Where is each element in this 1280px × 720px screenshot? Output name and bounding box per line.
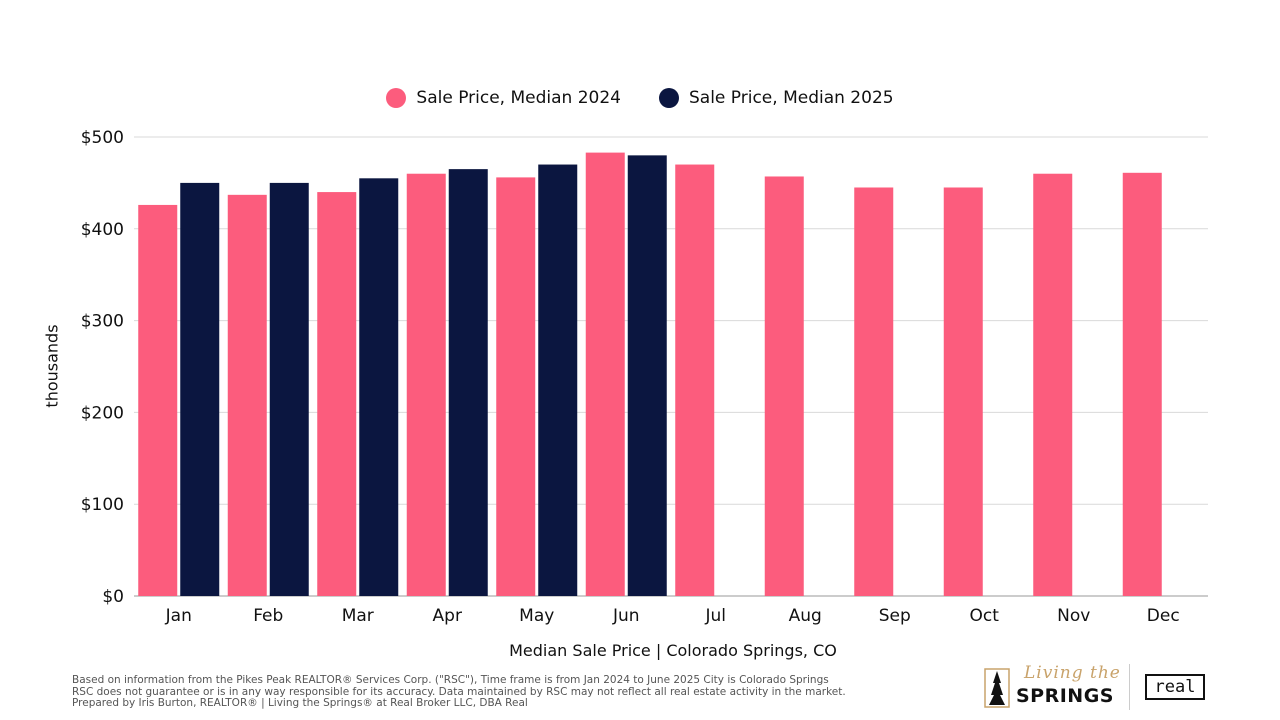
bar-2024-aug bbox=[764, 176, 804, 596]
bar-2024-may bbox=[496, 177, 536, 596]
source-footnote: Based on information from the Pikes Peak… bbox=[72, 674, 846, 710]
x-tick-label: Aug bbox=[789, 606, 822, 626]
x-tick-label: Apr bbox=[433, 606, 462, 626]
x-tick-label: Oct bbox=[970, 606, 1000, 626]
bar-2024-feb bbox=[227, 194, 267, 597]
bar-2024-apr bbox=[406, 173, 446, 596]
x-tick-label: Feb bbox=[253, 606, 283, 626]
bar-2024-jan bbox=[138, 204, 178, 596]
real-logo: real bbox=[1145, 674, 1205, 700]
legend-item-2024: Sale Price, Median 2024 bbox=[386, 88, 621, 108]
chart-legend: Sale Price, Median 2024 Sale Price, Medi… bbox=[0, 88, 1280, 108]
footnote-line-2: RSC does not guarantee or is in any way … bbox=[72, 685, 846, 698]
bar-2024-mar bbox=[317, 192, 357, 596]
bar-2025-may bbox=[538, 164, 578, 597]
x-tick-label: Nov bbox=[1057, 606, 1090, 626]
y-tick-label: $100 bbox=[81, 495, 124, 515]
bar-2024-oct bbox=[943, 187, 983, 597]
footnote-line-1: Based on information from the Pikes Peak… bbox=[72, 674, 829, 686]
footnote-line-3: Prepared by Iris Burton, REALTOR® | Livi… bbox=[72, 697, 528, 709]
x-axis-title: Median Sale Price | Colorado Springs, CO bbox=[509, 641, 837, 660]
y-axis-label: thousands bbox=[42, 324, 62, 408]
bar-2024-sep bbox=[854, 187, 894, 597]
legend-item-2025: Sale Price, Median 2025 bbox=[659, 88, 894, 108]
legend-swatch-2024 bbox=[386, 88, 407, 108]
x-tick-label: Jan bbox=[165, 606, 192, 626]
logo-script-text: Living the bbox=[1024, 663, 1121, 683]
y-tick-label: $500 bbox=[81, 128, 124, 148]
bar-2025-jun bbox=[627, 155, 667, 597]
legend-label-2025: Sale Price, Median 2025 bbox=[689, 88, 894, 108]
bar-2025-jan bbox=[180, 182, 220, 596]
x-tick-label: Mar bbox=[342, 606, 374, 626]
bar-2024-dec bbox=[1122, 172, 1162, 596]
x-tick-label: May bbox=[519, 606, 554, 626]
logo-divider bbox=[1129, 664, 1130, 710]
pine-tree-icon bbox=[984, 668, 1010, 708]
x-tick-label: Sep bbox=[879, 606, 911, 626]
x-tick-label: Jun bbox=[612, 606, 640, 626]
bar-2025-apr bbox=[448, 169, 488, 596]
bar-2024-jun bbox=[585, 152, 625, 596]
bar-2025-feb bbox=[269, 182, 309, 596]
bar-2024-nov bbox=[1033, 173, 1073, 596]
bar-2025-mar bbox=[359, 178, 399, 596]
real-logo-text: real bbox=[1154, 677, 1196, 697]
x-tick-label: Dec bbox=[1147, 606, 1180, 626]
legend-label-2024: Sale Price, Median 2024 bbox=[416, 88, 621, 108]
legend-swatch-2025 bbox=[659, 88, 679, 108]
logo-springs-text: SPRINGS bbox=[1016, 685, 1114, 707]
x-tick-label: Jul bbox=[704, 606, 726, 626]
y-tick-label: $300 bbox=[81, 312, 124, 332]
living-the-springs-logo: Living the SPRINGS bbox=[982, 663, 1122, 711]
y-tick-label: $400 bbox=[81, 220, 124, 240]
y-tick-label: $0 bbox=[102, 587, 124, 607]
bar-2024-jul bbox=[675, 164, 715, 597]
y-tick-label: $200 bbox=[81, 403, 124, 423]
